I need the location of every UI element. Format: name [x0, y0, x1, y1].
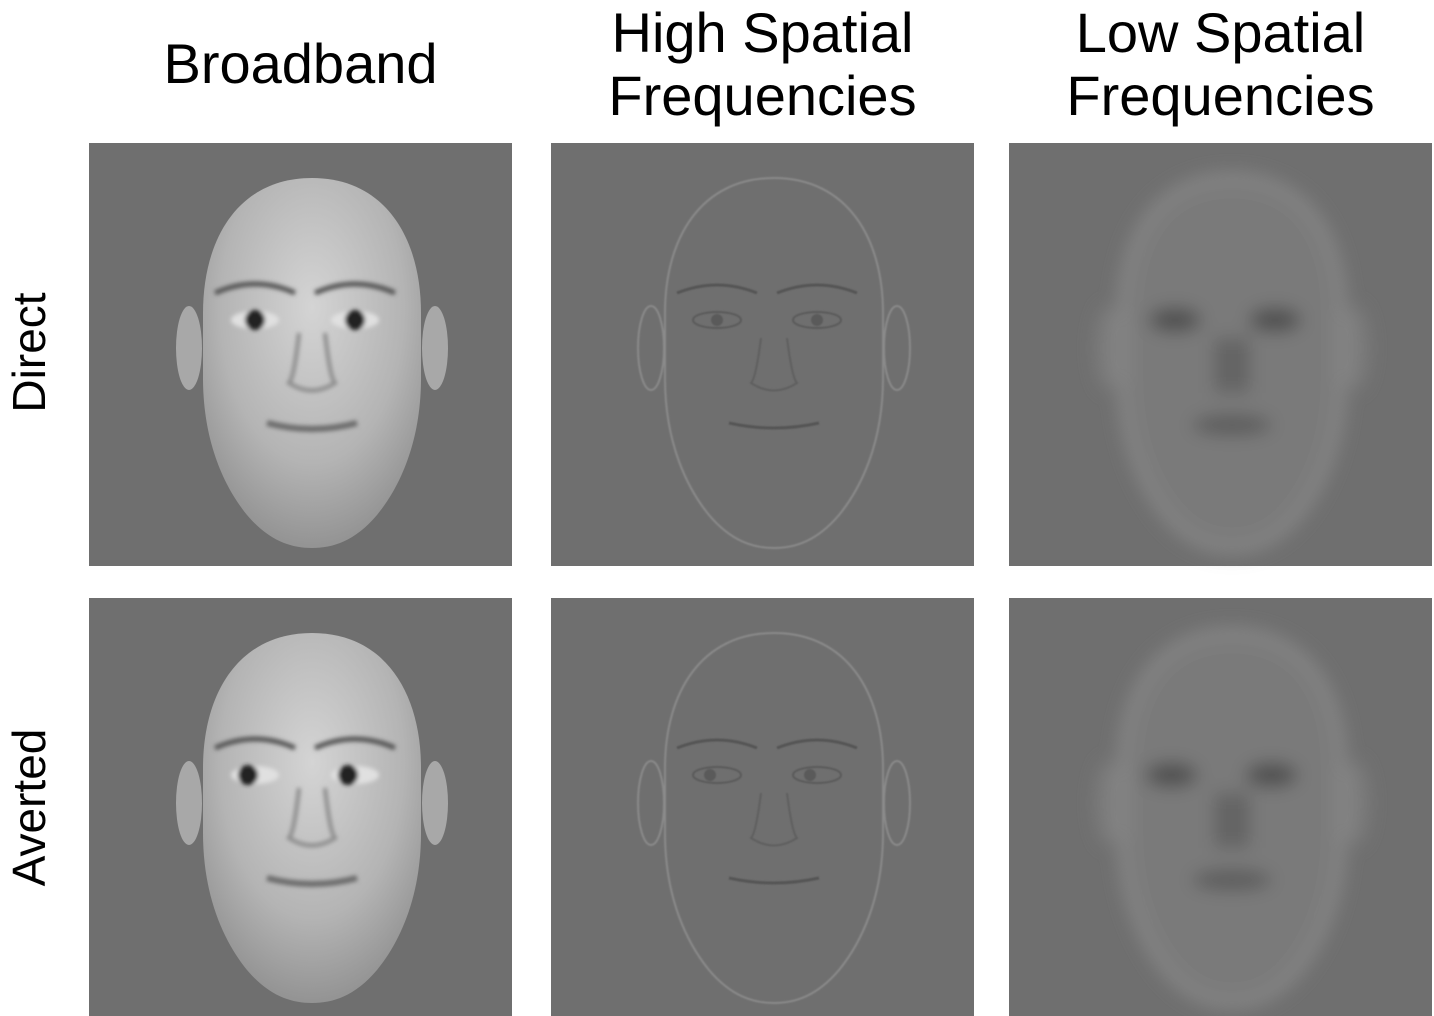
pupil	[238, 765, 258, 785]
face	[637, 631, 911, 1005]
features	[213, 281, 397, 432]
head	[203, 178, 421, 548]
brow	[213, 736, 297, 751]
eye	[1245, 763, 1298, 787]
pupil	[804, 769, 816, 781]
panels	[89, 143, 1432, 1016]
mouth	[1192, 415, 1272, 435]
pupil	[811, 314, 823, 326]
face	[1096, 172, 1368, 554]
face	[176, 633, 448, 1003]
ear	[176, 761, 202, 845]
face-image	[551, 143, 974, 566]
column-header: Broadband	[163, 32, 437, 95]
row-label: Direct	[3, 292, 55, 412]
eye	[792, 766, 842, 784]
brow	[676, 283, 758, 295]
face-image	[551, 598, 974, 1016]
column-header: High Spatial	[612, 1, 914, 64]
nose	[749, 337, 799, 392]
eye	[792, 311, 842, 329]
pupil	[338, 765, 358, 785]
head	[664, 631, 884, 1005]
features	[213, 736, 397, 887]
ear	[422, 761, 448, 845]
eye	[1149, 308, 1201, 332]
mouth	[728, 421, 820, 430]
pupil	[711, 314, 723, 326]
column-header: Low Spatial	[1076, 1, 1366, 64]
brow	[313, 736, 397, 751]
brow	[676, 738, 758, 750]
face-image	[1009, 598, 1432, 1016]
ear	[1096, 306, 1122, 390]
nose	[285, 787, 339, 848]
brow	[213, 281, 297, 296]
pupil	[245, 310, 265, 330]
brow	[313, 281, 397, 296]
ear	[422, 306, 448, 390]
face-image	[89, 598, 512, 1016]
eye	[1145, 763, 1198, 787]
pupil	[704, 769, 716, 781]
column-header: Frequencies	[1066, 64, 1374, 127]
pupil	[345, 310, 365, 330]
face	[637, 176, 911, 550]
brow	[776, 283, 858, 295]
image-background	[551, 143, 974, 566]
nose	[1214, 338, 1250, 393]
column-header: Frequencies	[608, 64, 916, 127]
brow	[776, 738, 858, 750]
nose	[1214, 793, 1250, 848]
eye	[692, 766, 742, 784]
mouth	[728, 876, 820, 885]
head	[664, 176, 884, 550]
face	[1096, 627, 1368, 1009]
head	[203, 633, 421, 1003]
mouth	[266, 875, 358, 887]
face-image	[89, 143, 512, 566]
ear	[1342, 761, 1368, 845]
eye	[1249, 308, 1301, 332]
mouth	[1192, 870, 1272, 890]
ear	[1096, 761, 1122, 845]
row-label: Averted	[3, 729, 55, 887]
nose	[285, 332, 339, 393]
face-image	[1009, 143, 1432, 566]
mouth	[266, 420, 358, 432]
ear	[176, 306, 202, 390]
image-background	[551, 598, 974, 1016]
nose	[749, 792, 799, 847]
face	[176, 178, 448, 548]
eye	[692, 311, 742, 329]
ear	[1342, 306, 1368, 390]
